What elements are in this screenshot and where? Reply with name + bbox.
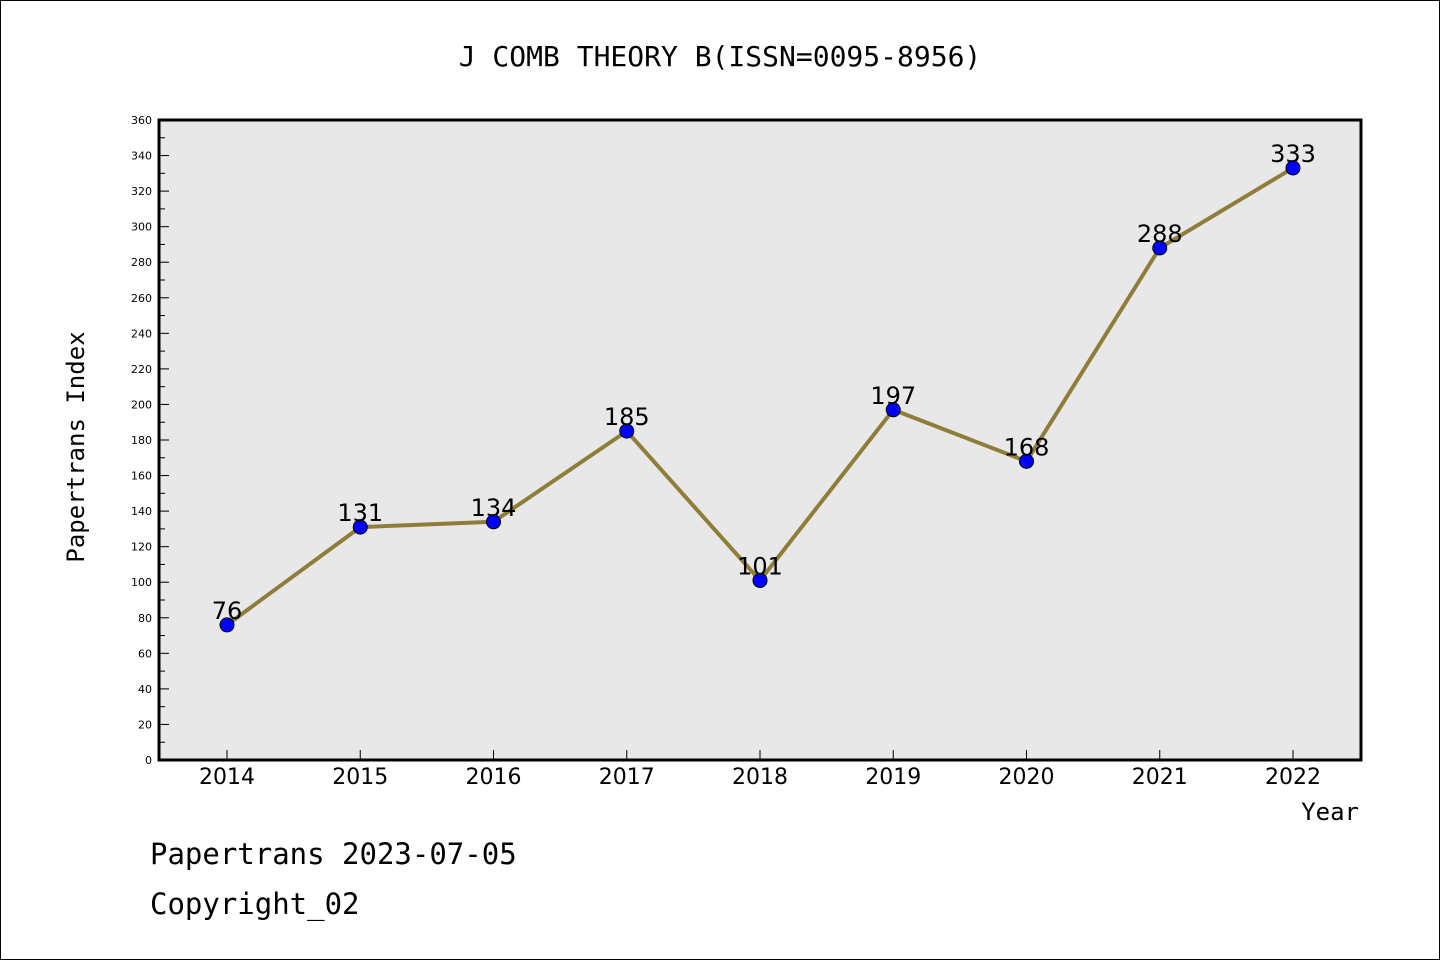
data-point [1152,240,1168,256]
data-label: 333 [1270,140,1316,168]
y-tick-label: 60 [138,647,152,660]
y-axis: 0 20 40 60 80 100 120 140 160 180 200 220 240 260 280 3… [131,114,169,767]
y-tick-label: 300 [131,221,152,234]
y-tick-label: 40 [138,683,152,696]
x-tick-label: 2015 [332,765,388,790]
data-point [352,519,368,535]
data-point [1019,453,1034,469]
footer-date: Papertrans 2023-07-05 [150,837,517,871]
data-label: 288 [1137,220,1183,248]
x-tick-label: 2022 [1265,765,1321,790]
x-tick-label: 2016 [466,765,522,790]
y-tick-label: 100 [131,576,152,589]
x-tick-label: 2019 [865,765,921,790]
y-tick-label: 0 [145,754,152,767]
data-label: 101 [737,552,783,580]
x-tick-label: 2021 [1132,765,1188,790]
data-point [1285,160,1301,176]
data-point [885,402,901,418]
x-tick-label: 2020 [999,765,1055,790]
x-axis-label: Year [1301,798,1359,826]
x-axis: 2014 2015 2016 2017 2018 2019 2020 2021 2022 [199,750,1321,790]
data-label: 134 [471,494,517,522]
y-tick-label: 140 [131,505,152,518]
data-point [219,617,235,633]
footer-copyright: Copyright_02 [150,887,360,922]
y-tick-label: 120 [131,541,152,554]
data-point [486,514,501,530]
data-label: 197 [870,382,916,410]
x-tick-label: 2014 [199,765,255,790]
y-tick-label: 180 [131,434,152,447]
y-tick-label: 340 [131,150,152,163]
series-layer: 76 131 134 185 101 197 168 288 333 [212,140,1316,633]
x-tick-label: 2018 [732,765,788,790]
y-tick-label: 220 [131,363,152,376]
y-tick-label: 160 [131,470,152,483]
y-axis-label: Papertrans Index [62,331,90,562]
data-label: 185 [604,403,650,431]
x-tick-label: 2017 [599,765,655,790]
plot-area [157,118,1363,762]
y-tick-label: 320 [131,185,152,198]
y-tick-label: 280 [131,256,152,269]
data-label: 76 [212,597,243,625]
y-tick-label: 200 [131,398,152,411]
y-tick-label: 20 [138,718,152,731]
data-label: 168 [1004,433,1050,461]
chart-title: J COMB THEORY B(ISSN=0095-8956) [459,40,982,73]
data-label: 131 [337,499,383,527]
y-tick-label: 360 [131,114,152,127]
data-point [619,423,635,439]
y-tick-label: 80 [138,612,152,625]
y-tick-label: 240 [131,327,152,340]
y-tick-label: 260 [131,292,152,305]
data-point [752,572,768,588]
